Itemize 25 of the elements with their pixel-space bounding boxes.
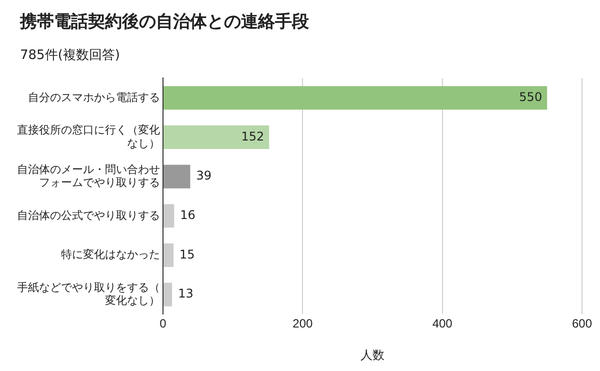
x-tick-label: 0 [160, 316, 167, 331]
data-label: 550 [519, 90, 542, 104]
bar [164, 243, 174, 267]
data-label: 39 [196, 168, 212, 183]
bar [164, 86, 548, 110]
y-tick-label: 特に変化はなかった [61, 248, 160, 262]
bar [164, 164, 190, 188]
data-label: 16 [180, 208, 196, 222]
y-tick-label: 手紙などでやり取りをする（変化なし） [17, 280, 160, 308]
x-tick-label: 600 [572, 316, 592, 331]
chart-title: 携帯電話契約後の自治体との連絡手段 [20, 11, 309, 33]
data-label: 152 [241, 129, 264, 144]
data-label: 13 [178, 286, 194, 301]
bar [164, 125, 270, 149]
data-label: 15 [179, 247, 195, 262]
y-tick-label: 自分のスマホから電話する [28, 90, 160, 104]
y-tick-label: 直接役所の窓口に行く（変化なし） [17, 124, 160, 150]
bar [164, 282, 172, 306]
x-tick-label: 200 [292, 316, 313, 331]
x-axis-title: 人数 [360, 348, 384, 362]
y-tick-label: 自治体のメール・問い合わせフォームでやり取りする [17, 162, 160, 190]
y-tick-label: 自治体の公式でやり取りする [17, 208, 160, 222]
bar [164, 204, 174, 228]
chart-subtitle: 785件(複数回答) [20, 47, 120, 64]
x-tick-label: 400 [432, 316, 453, 331]
